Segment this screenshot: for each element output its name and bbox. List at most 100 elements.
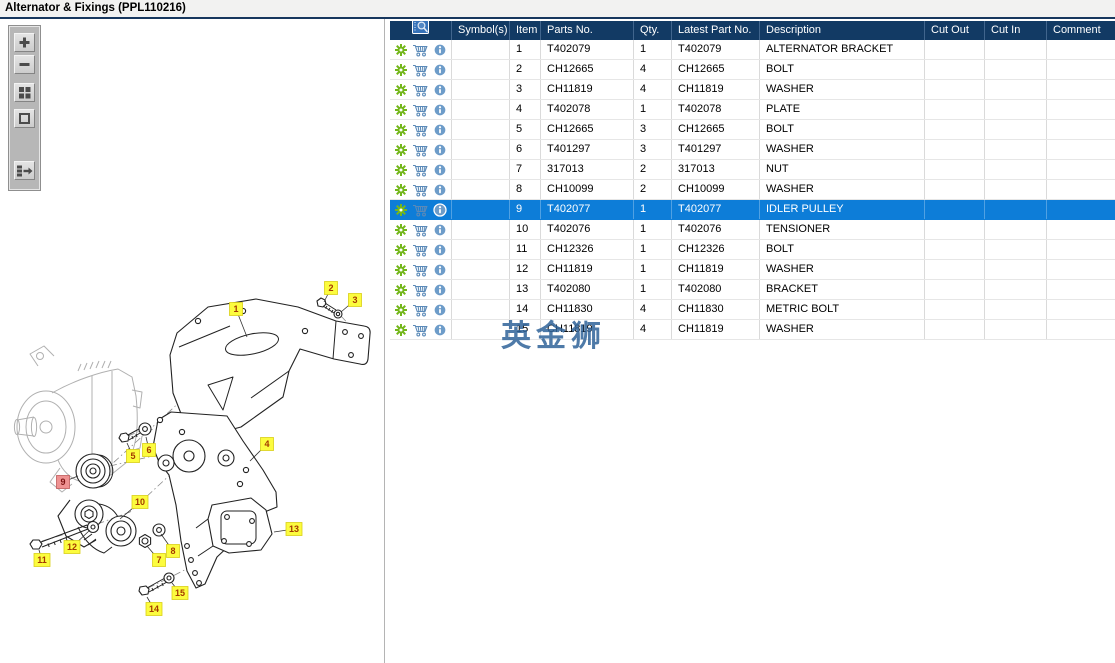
cell-symbols <box>452 120 510 139</box>
configure-gear-icon[interactable] <box>395 83 407 96</box>
configure-gear-icon[interactable] <box>395 43 407 56</box>
info-icon[interactable] <box>433 42 447 57</box>
callout-label-9[interactable]: 9 <box>56 475 70 489</box>
configure-gear-icon[interactable] <box>395 203 407 216</box>
configure-gear-icon[interactable] <box>395 283 407 296</box>
table-row-item-2[interactable]: 2 CH12665 4 CH12665 BOLT <box>390 60 1115 80</box>
cell-latest_part_no: T402077 <box>672 200 760 219</box>
row-action-icons <box>390 80 452 99</box>
add-to-cart-icon[interactable] <box>412 123 428 137</box>
add-to-cart-icon[interactable] <box>412 143 428 157</box>
zoom-in-icon <box>17 35 32 50</box>
add-to-cart-icon[interactable] <box>412 203 428 217</box>
callout-label-8[interactable]: 8 <box>166 544 180 558</box>
info-icon[interactable] <box>433 302 447 317</box>
zoom-out-button[interactable] <box>14 55 35 74</box>
cell-cut_out <box>925 300 985 319</box>
add-to-cart-icon[interactable] <box>412 303 428 317</box>
callout-label-1[interactable]: 1 <box>229 302 243 316</box>
add-to-cart-icon[interactable] <box>412 83 428 97</box>
add-to-cart-icon[interactable] <box>412 103 428 117</box>
info-icon[interactable] <box>433 102 447 117</box>
info-icon[interactable] <box>433 322 447 337</box>
table-row-item-10[interactable]: 10 T402076 1 T402076 TENSIONER <box>390 220 1115 240</box>
table-row-item-13[interactable]: 13 T402080 1 T402080 BRACKET <box>390 280 1115 300</box>
configure-gear-icon[interactable] <box>395 323 407 336</box>
column-header-latest-part-no-: Latest Part No. <box>672 21 760 40</box>
add-to-cart-icon[interactable] <box>412 163 428 177</box>
callout-label-15[interactable]: 15 <box>171 586 189 600</box>
cell-cut_out <box>925 40 985 59</box>
add-to-cart-icon[interactable] <box>412 323 428 337</box>
cell-item: 9 <box>510 200 541 219</box>
info-icon[interactable] <box>433 82 447 97</box>
callout-label-7[interactable]: 7 <box>152 553 166 567</box>
info-icon[interactable] <box>433 62 447 77</box>
callout-label-13[interactable]: 13 <box>285 522 303 536</box>
info-icon[interactable] <box>433 262 447 277</box>
configure-gear-icon[interactable] <box>395 123 407 136</box>
info-icon[interactable] <box>433 182 447 197</box>
add-to-cart-icon[interactable] <box>412 63 428 77</box>
callout-label-10[interactable]: 10 <box>131 495 149 509</box>
cell-item: 1 <box>510 40 541 59</box>
callout-label-5[interactable]: 5 <box>126 449 140 463</box>
configure-gear-icon[interactable] <box>395 243 407 256</box>
cell-symbols <box>452 80 510 99</box>
cell-symbols <box>452 100 510 119</box>
configure-gear-icon[interactable] <box>395 183 407 196</box>
info-icon[interactable] <box>433 202 447 217</box>
part-idler-pulley <box>75 453 114 489</box>
single-view-button[interactable] <box>14 109 35 128</box>
configure-gear-icon[interactable] <box>395 143 407 156</box>
callout-label-4[interactable]: 4 <box>260 437 274 451</box>
table-row-item-11[interactable]: 11 CH12326 1 CH12326 BOLT <box>390 240 1115 260</box>
callout-label-12[interactable]: 12 <box>63 540 81 554</box>
callout-label-14[interactable]: 14 <box>145 602 163 616</box>
callout-label-3[interactable]: 3 <box>348 293 362 307</box>
configure-gear-icon[interactable] <box>395 263 407 276</box>
info-icon[interactable] <box>433 242 447 257</box>
table-row-item-15[interactable]: 15 CH11819 4 CH11819 WASHER <box>390 320 1115 340</box>
configure-gear-icon[interactable] <box>395 163 407 176</box>
info-icon[interactable] <box>433 142 447 157</box>
svg-text:1: 1 <box>233 304 238 314</box>
pane-splitter[interactable] <box>384 19 385 663</box>
info-icon[interactable] <box>433 222 447 237</box>
cell-cut_out <box>925 100 985 119</box>
cell-symbols <box>452 180 510 199</box>
configure-gear-icon[interactable] <box>395 63 407 76</box>
tile-view-button[interactable] <box>14 83 35 102</box>
add-to-cart-icon[interactable] <box>412 263 428 277</box>
add-to-cart-icon[interactable] <box>412 223 428 237</box>
cell-cut_out <box>925 220 985 239</box>
table-row-item-6[interactable]: 6 T401297 3 T401297 WASHER <box>390 140 1115 160</box>
configure-gear-icon[interactable] <box>395 303 407 316</box>
callout-label-11[interactable]: 11 <box>33 553 51 567</box>
table-row-item-3[interactable]: 3 CH11819 4 CH11819 WASHER <box>390 80 1115 100</box>
info-icon[interactable] <box>433 162 447 177</box>
callout-label-6[interactable]: 6 <box>142 443 156 457</box>
zoom-in-button[interactable] <box>14 33 35 52</box>
callout-label-2[interactable]: 2 <box>324 281 338 295</box>
cell-cut_in <box>985 240 1047 259</box>
configure-gear-icon[interactable] <box>395 103 407 116</box>
table-row-item-4[interactable]: 4 T402078 1 T402078 PLATE <box>390 100 1115 120</box>
table-row-item-5[interactable]: 5 CH12665 3 CH12665 BOLT <box>390 120 1115 140</box>
cell-qty: 1 <box>634 260 672 279</box>
table-row-item-9[interactable]: 9 T402077 1 T402077 IDLER PULLEY <box>390 200 1115 220</box>
table-row-item-7[interactable]: 7 317013 2 317013 NUT <box>390 160 1115 180</box>
info-icon[interactable] <box>433 122 447 137</box>
add-to-cart-icon[interactable] <box>412 243 428 257</box>
add-to-cart-icon[interactable] <box>412 283 428 297</box>
add-to-cart-icon[interactable] <box>412 183 428 197</box>
table-row-item-8[interactable]: 8 CH10099 2 CH10099 WASHER <box>390 180 1115 200</box>
table-row-item-12[interactable]: 12 CH11819 1 CH11819 WASHER <box>390 260 1115 280</box>
column-header-comment: Comment <box>1053 24 1101 36</box>
table-row-item-1[interactable]: 1 T402079 1 T402079 ALTERNATOR BRACKET <box>390 40 1115 60</box>
configure-gear-icon[interactable] <box>395 223 407 236</box>
table-row-item-14[interactable]: 14 CH11830 4 CH11830 METRIC BOLT <box>390 300 1115 320</box>
toggle-panel-button[interactable] <box>14 161 35 180</box>
add-to-cart-icon[interactable] <box>412 43 428 57</box>
info-icon[interactable] <box>433 282 447 297</box>
